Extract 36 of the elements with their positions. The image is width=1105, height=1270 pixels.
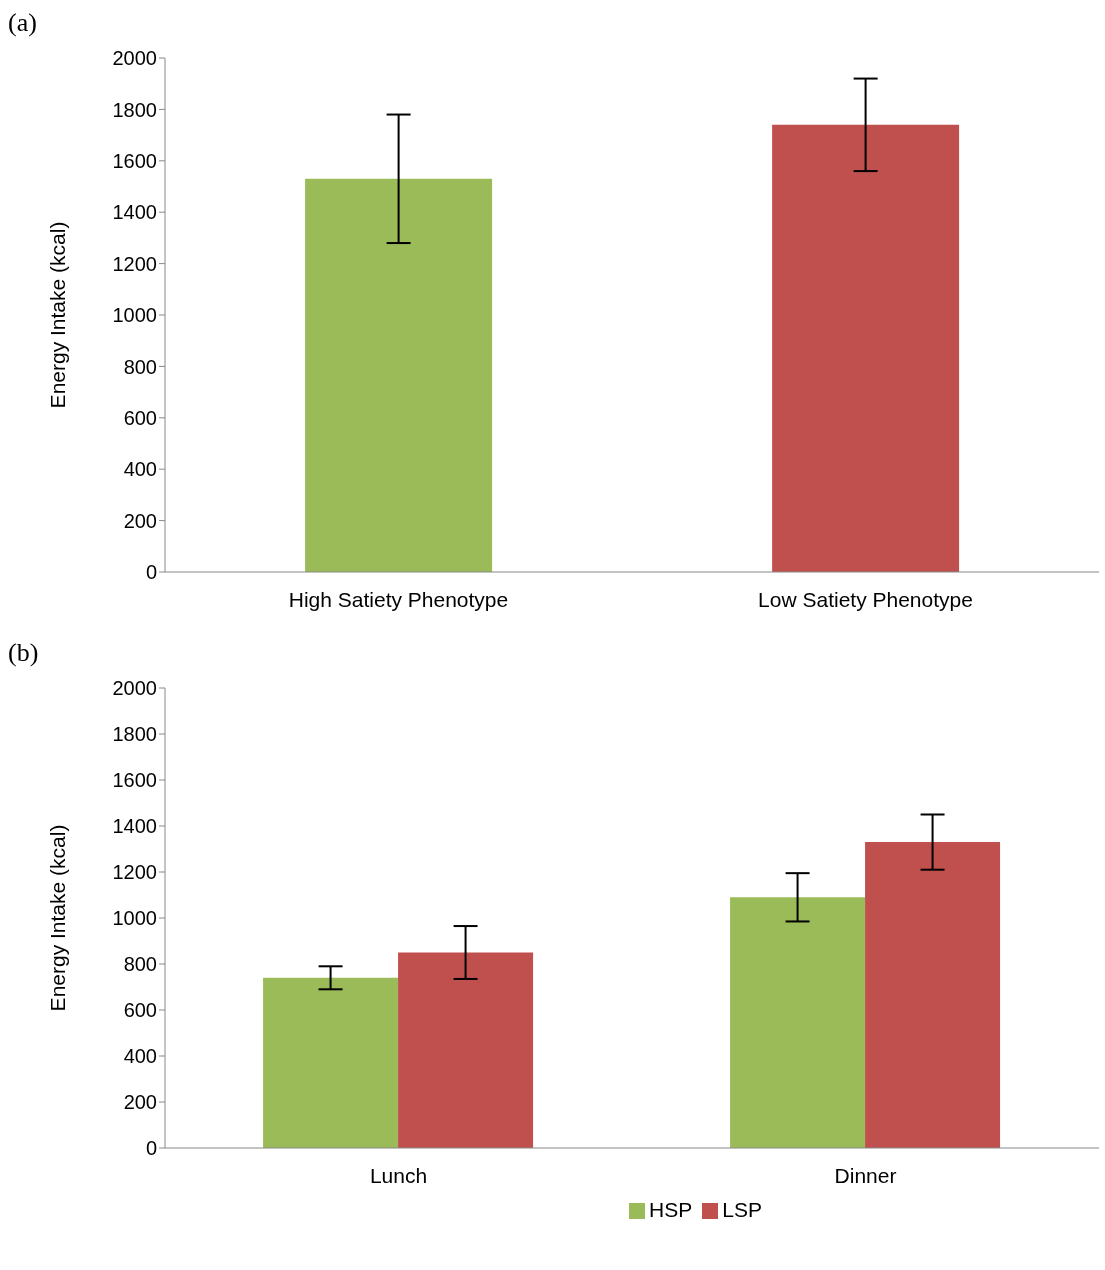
y-tick-label: 200 (123, 1091, 157, 1114)
y-tick-label: 1400 (112, 815, 157, 838)
y-tick-label: 600 (123, 999, 157, 1022)
x-tick-label: Low Satiety Phenotype (758, 587, 973, 611)
bar (865, 842, 1001, 1148)
y-axis-title: Energy Intake (kcal) (46, 221, 70, 409)
y-tick-label: 200 (123, 509, 157, 532)
y-tick-label: 1200 (112, 252, 157, 275)
y-tick-label: 0 (145, 561, 157, 584)
y-tick-label: 1000 (112, 304, 157, 327)
y-tick-label: 1400 (112, 201, 157, 224)
x-tick-label: High Satiety Phenotype (288, 587, 509, 611)
y-tick-label: 1800 (112, 98, 157, 121)
y-axis-title: Energy Intake (kcal) (46, 824, 70, 1012)
x-tick-label: Lunch (369, 1163, 428, 1187)
chart-title: (b) (8, 638, 40, 668)
y-tick-label: 1000 (112, 907, 157, 930)
y-tick-label: 400 (123, 1045, 157, 1068)
bar (730, 897, 866, 1148)
bar (263, 977, 399, 1148)
y-tick-label: 800 (123, 953, 157, 976)
y-tick-label: 2000 (112, 677, 157, 700)
x-tick-label: Dinner (834, 1163, 897, 1187)
legend-label: LSP (722, 1198, 762, 1221)
y-tick-label: 1600 (112, 149, 157, 172)
y-tick-label: 1200 (112, 861, 157, 884)
y-tick-label: 600 (123, 406, 157, 429)
chart-title: (a) (8, 8, 38, 38)
y-tick-label: 1600 (112, 769, 157, 792)
y-tick-label: 0 (145, 1137, 157, 1160)
bar (398, 952, 534, 1148)
y-tick-label: 400 (123, 458, 157, 481)
y-tick-label: 1800 (112, 723, 157, 746)
y-tick-label: 2000 (112, 47, 157, 70)
legend-label: HSP (649, 1198, 693, 1221)
y-tick-label: 800 (123, 355, 157, 378)
